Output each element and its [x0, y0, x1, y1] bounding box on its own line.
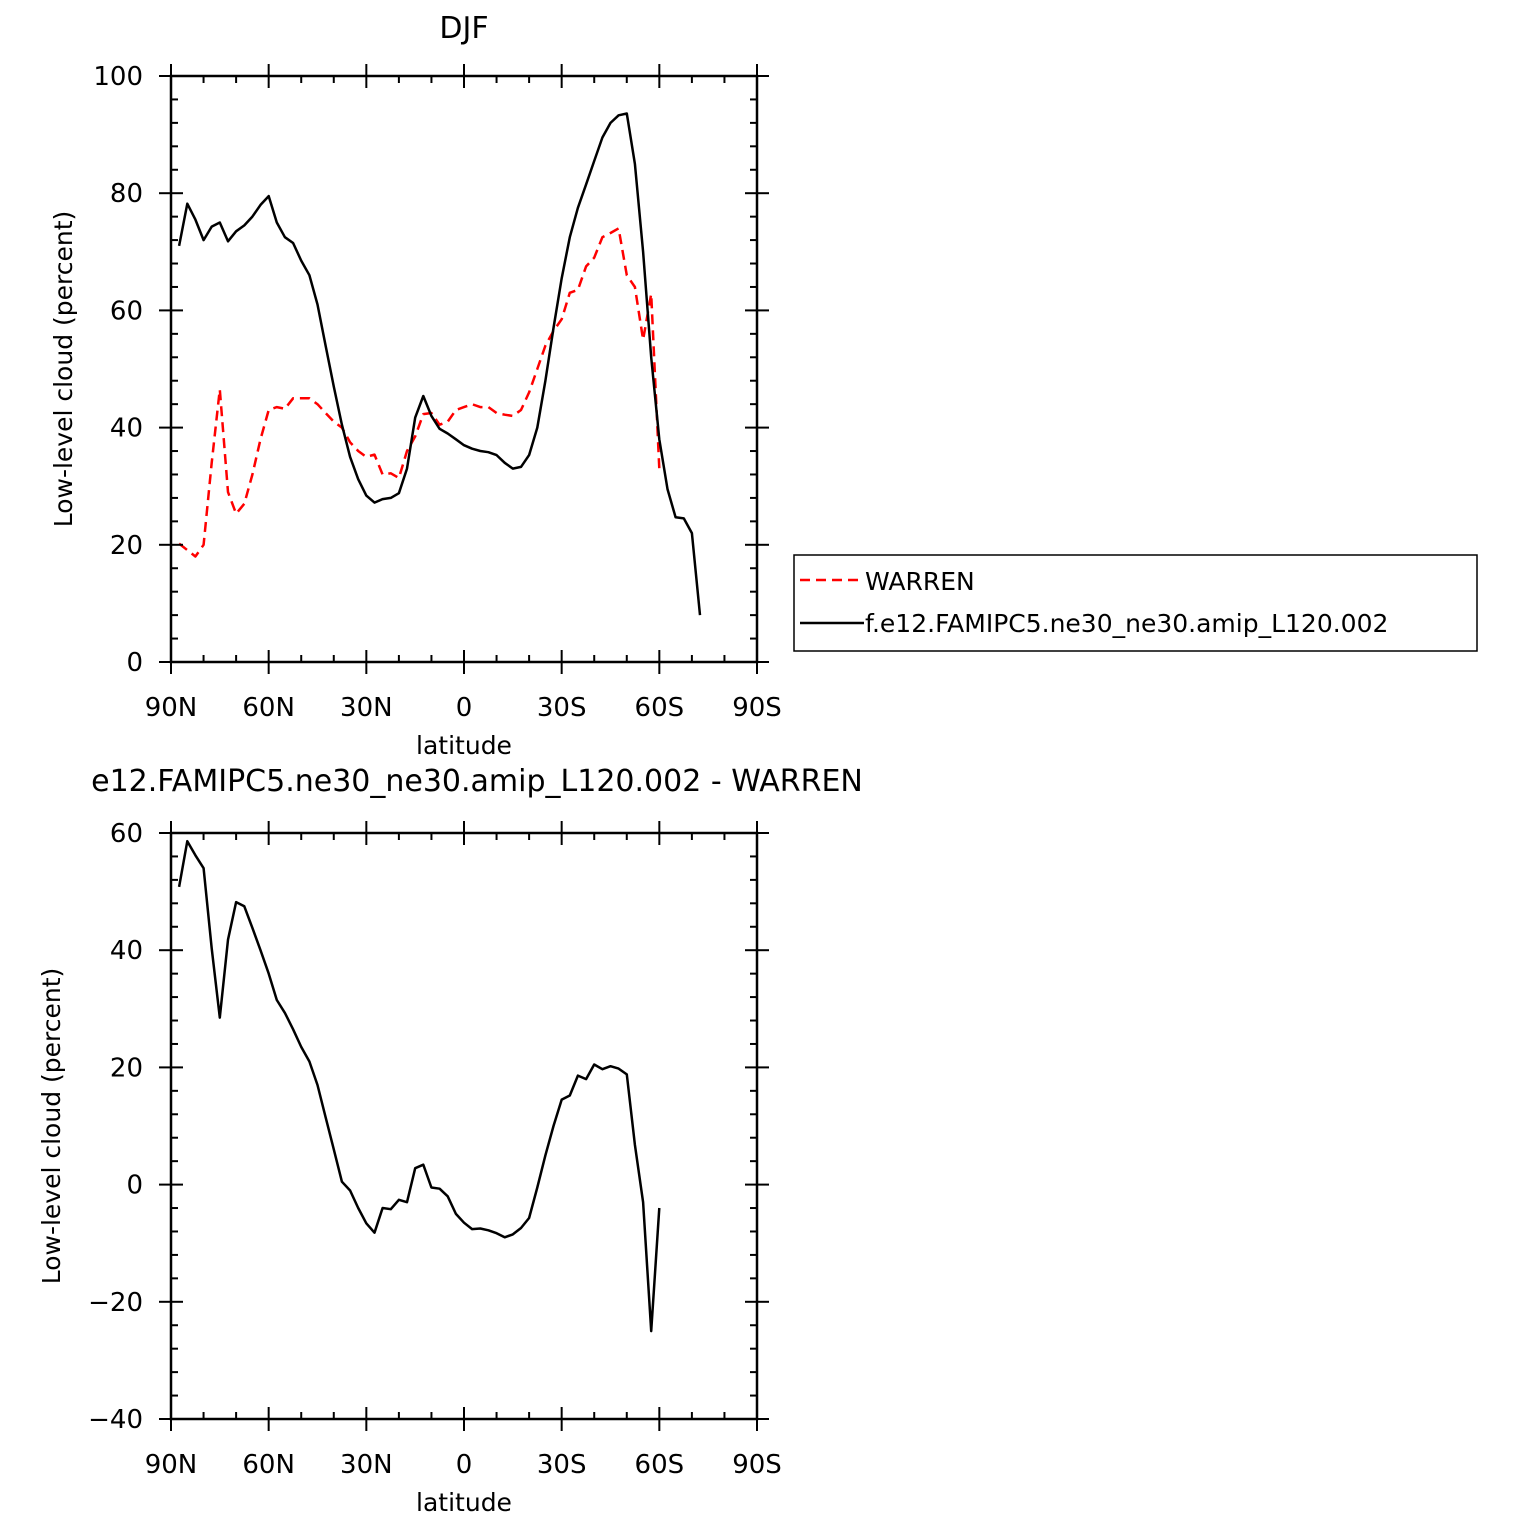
top-plot-frame — [169, 74, 759, 664]
top-y-tick-label: 20 — [110, 531, 143, 561]
bottom-series-line-0 — [177, 839, 661, 1333]
bottom-y-tick-label: 20 — [110, 1053, 143, 1083]
top-x-tick-label: 60N — [242, 693, 295, 723]
top-series-line-f-e12-famipc5-ne30-ne30-amip-l120-002 — [177, 112, 702, 616]
bottom-chart-panel: e12.FAMIPC5.ne30_ne30.amip_L120.002 - WA… — [37, 764, 863, 1517]
top-x-tick-label: 30N — [340, 693, 393, 723]
bottom-x-tick-label: 30S — [537, 1450, 587, 1480]
bottom-x-tick-label: 0 — [456, 1450, 473, 1480]
legend-label-warren: WARREN — [865, 567, 975, 596]
bottom-x-tick-label: 60N — [242, 1450, 295, 1480]
legend: WARREN f.e12.FAMIPC5.ne30_ne30.amip_L120… — [793, 554, 1478, 652]
top-x-tick-label: 0 — [456, 693, 473, 723]
bottom-x-tick-label: 90N — [145, 1450, 198, 1480]
bottom-x-tick-label: 90S — [732, 1450, 782, 1480]
top-y-tick-label: 40 — [110, 414, 143, 444]
top-x-tick-label: 30S — [537, 693, 587, 723]
bottom-plot-frame — [169, 831, 759, 1421]
bottom-x-axis-label: latitude — [416, 1488, 512, 1517]
top-x-tick-label: 60S — [635, 693, 685, 723]
top-x-tick-label: 90N — [145, 693, 198, 723]
bottom-y-tick-label: 0 — [126, 1171, 143, 1201]
bottom-chart-title: e12.FAMIPC5.ne30_ne30.amip_L120.002 - WA… — [91, 764, 863, 799]
top-x-tick-label: 90S — [732, 693, 782, 723]
bottom-y-tick-label: 60 — [110, 819, 143, 849]
top-chart-panel: DJF 90N 60N 30N 0 30S 60S 90S 0 20 40 60 80 100 lati… — [49, 11, 1478, 760]
top-x-axis-label: latitude — [416, 731, 512, 760]
bottom-y-tick-label: 40 — [110, 936, 143, 966]
bottom-y-axis-label: Low-level cloud (percent) — [37, 968, 66, 1285]
top-y-axis-label: Low-level cloud (percent) — [49, 211, 78, 528]
top-y-tick-label: 0 — [126, 648, 143, 678]
bottom-y-tick-label: −40 — [88, 1405, 143, 1435]
top-y-tick-label: 80 — [110, 179, 143, 209]
top-chart-title: DJF — [439, 11, 488, 46]
bottom-y-tick-label: −20 — [88, 1288, 143, 1318]
legend-label-model: f.e12.FAMIPC5.ne30_ne30.amip_L120.002 — [865, 609, 1388, 638]
bottom-x-tick-label: 60S — [635, 1450, 685, 1480]
top-y-tick-label: 60 — [110, 296, 143, 326]
top-y-tick-label: 100 — [93, 62, 143, 92]
top-series-line-warren — [178, 227, 661, 558]
legend-box — [793, 554, 1478, 652]
bottom-x-tick-label: 30N — [340, 1450, 393, 1480]
